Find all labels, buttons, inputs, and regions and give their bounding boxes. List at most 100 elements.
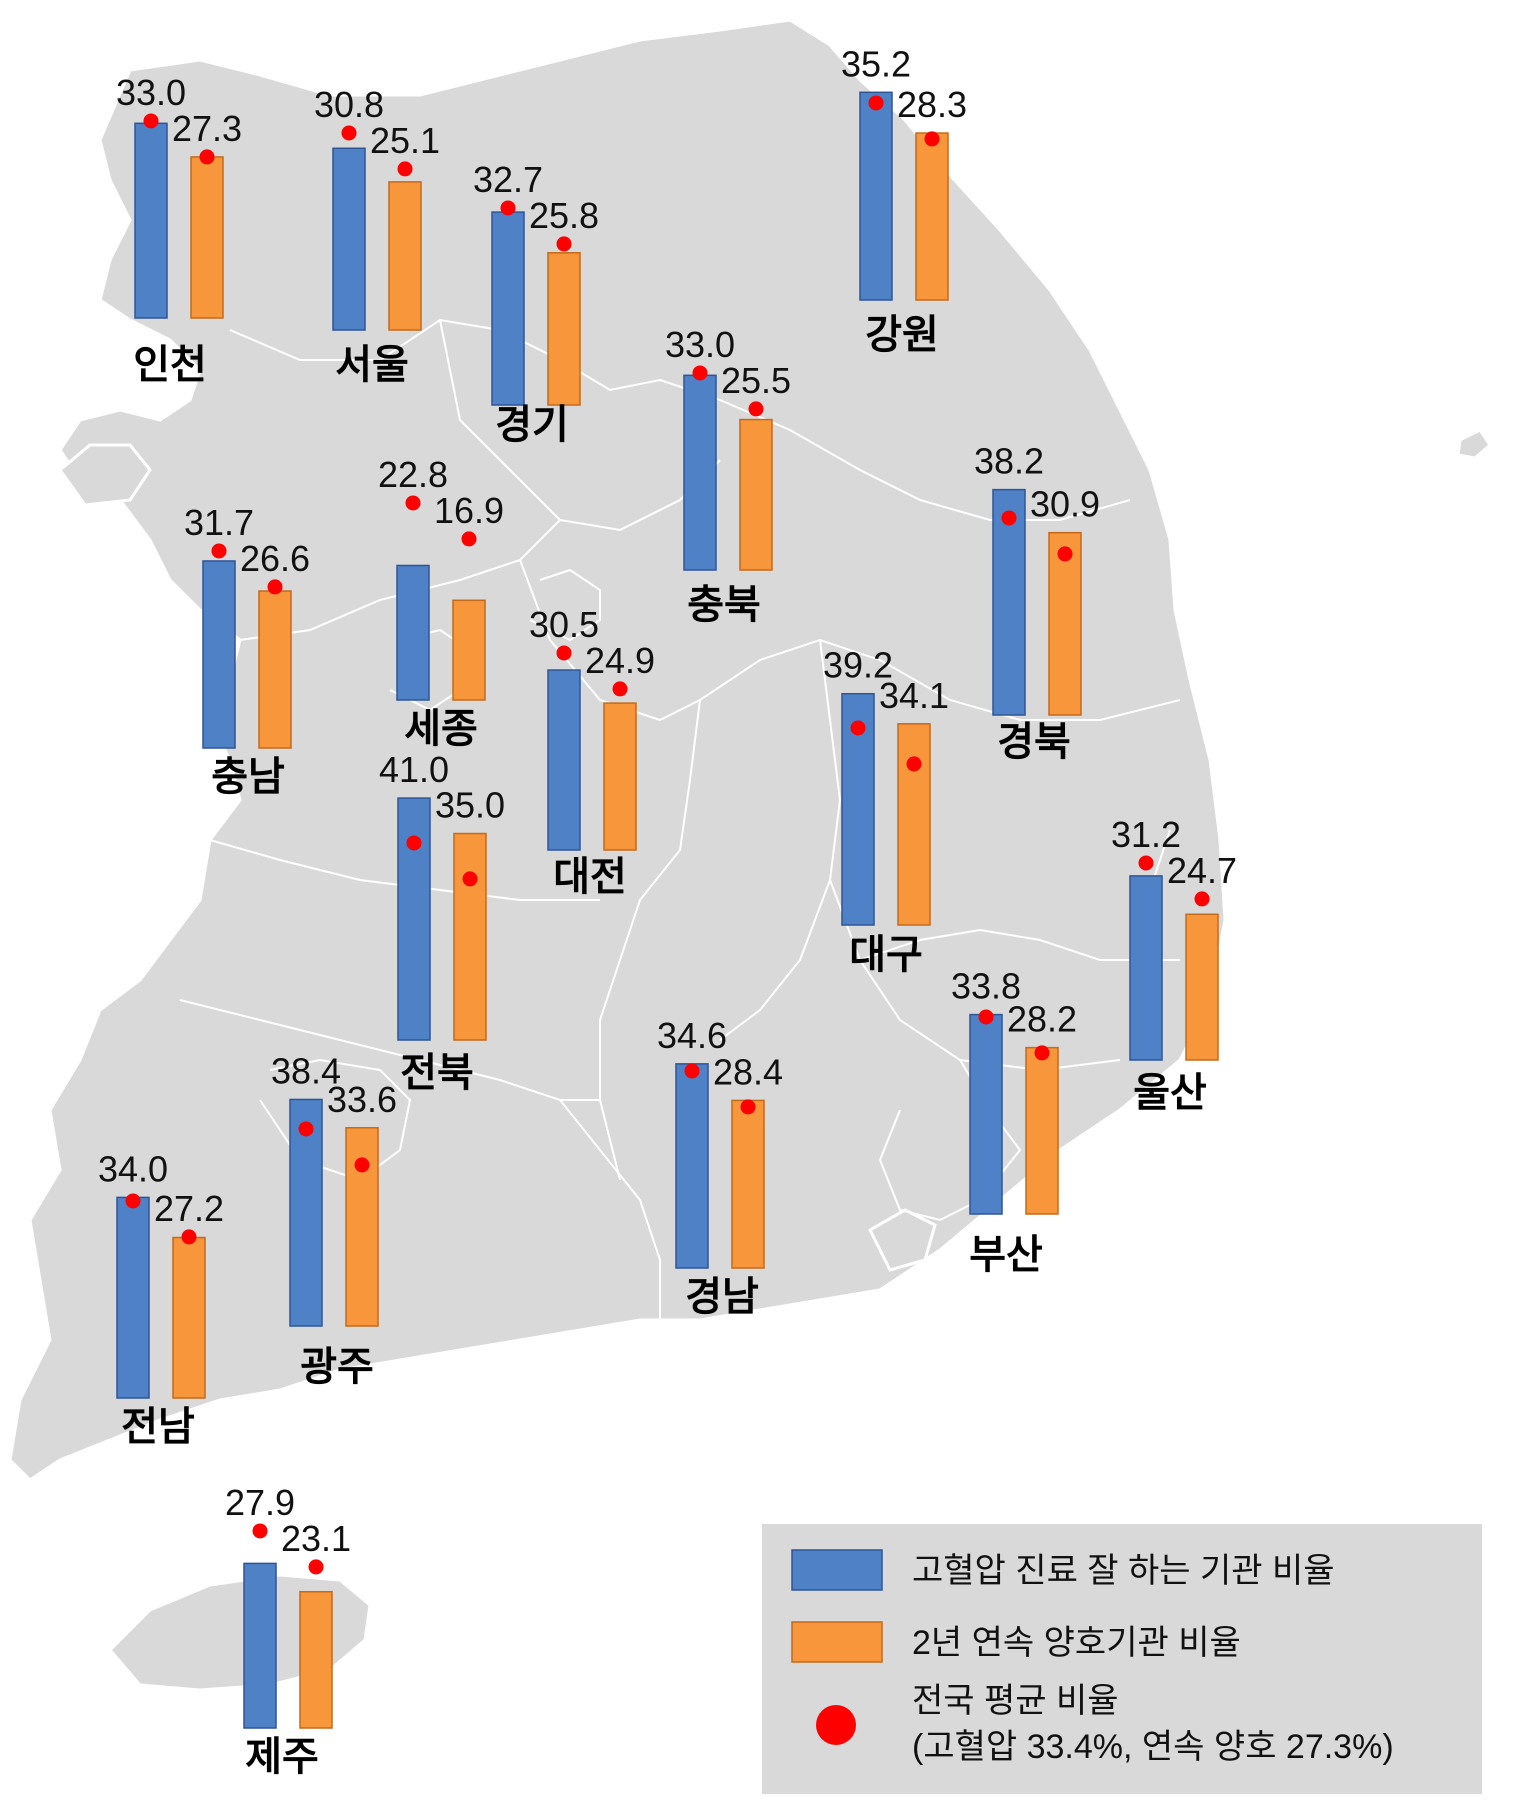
legend-label-orange: 2년 연속 양호기관 비율	[912, 1624, 1241, 1662]
avg-dot-orange	[1057, 546, 1073, 562]
bar-blue	[969, 1013, 1003, 1215]
bar-orange	[299, 1590, 333, 1729]
ulleung-island-shape	[1456, 428, 1492, 460]
region-name-label: 인천	[133, 343, 207, 387]
avg-dot-blue	[252, 1523, 268, 1539]
avg-dot-blue	[684, 1063, 700, 1079]
bar-orange	[190, 156, 224, 319]
bar-orange	[1185, 913, 1219, 1061]
avg-dot-blue	[978, 1009, 994, 1025]
bar-blue	[397, 797, 431, 1041]
avg-dot-blue	[1138, 855, 1154, 871]
region-group: 33.027.3 인천	[116, 72, 242, 387]
avg-dot-blue	[341, 125, 357, 141]
bar-blue	[992, 488, 1026, 716]
region-name-label: 서울	[335, 343, 409, 387]
value-label-orange: 33.6	[327, 1079, 397, 1120]
value-label-blue: 27.9	[225, 1482, 295, 1523]
region-name-label: 제주	[245, 1735, 319, 1779]
bar-orange	[739, 418, 773, 571]
value-label-orange: 25.5	[721, 360, 791, 401]
bar-orange	[731, 1099, 765, 1269]
region-group: 34.027.2 전남	[98, 1148, 224, 1449]
value-label-orange: 24.9	[585, 640, 655, 681]
avg-dot-blue	[692, 365, 708, 381]
bar-blue	[396, 564, 430, 701]
region-group: 33.025.5 충북	[665, 324, 791, 627]
bar-orange	[452, 599, 486, 701]
province-borders	[179, 318, 1181, 1320]
value-label-orange: 28.4	[713, 1051, 783, 1092]
avg-dot-blue	[298, 1121, 314, 1137]
region-group: 27.923.1 제주	[225, 1482, 351, 1779]
value-label-orange: 35.0	[435, 785, 505, 826]
avg-dot-orange	[308, 1559, 324, 1575]
legend-swatch-blue	[791, 1549, 883, 1591]
avg-dot-orange	[748, 401, 764, 417]
bar-blue	[859, 91, 893, 301]
value-label-orange: 27.3	[172, 108, 242, 149]
avg-dot-orange	[740, 1099, 756, 1115]
avg-dot-orange	[354, 1157, 370, 1173]
bar-orange	[1048, 531, 1082, 716]
bar-orange	[603, 702, 637, 851]
avg-dot-blue	[1001, 510, 1017, 526]
avg-dot-blue	[500, 200, 516, 216]
value-label-blue: 31.7	[184, 502, 254, 543]
region-name-label: 전북	[400, 1051, 474, 1095]
region-name-label: 울산	[1133, 1071, 1207, 1115]
avg-dot-orange	[267, 579, 283, 595]
value-label-orange: 25.8	[529, 195, 599, 236]
region-group: 31.726.6 충남	[184, 502, 310, 799]
bar-blue	[675, 1063, 709, 1269]
region-name-label: 대전	[553, 855, 627, 899]
value-label-blue: 30.8	[314, 84, 384, 125]
bar-blue	[491, 211, 525, 406]
avg-dot-orange	[906, 756, 922, 772]
region-group: 39.234.1 대구	[823, 645, 949, 977]
value-label-blue: 34.0	[98, 1148, 168, 1189]
value-label-orange: 28.2	[1007, 999, 1077, 1040]
value-label-blue: 22.8	[378, 454, 448, 495]
region-name-label: 경남	[685, 1275, 759, 1319]
legend-label-average-detail: (고혈압 33.4%, 연속 양호 27.3%)	[912, 1728, 1394, 1766]
value-label-orange: 34.1	[879, 675, 949, 716]
bar-orange	[915, 132, 949, 301]
region-name-label: 경북	[997, 720, 1071, 764]
bar-orange	[258, 590, 292, 749]
avg-dot-orange	[1034, 1045, 1050, 1061]
region-group: 31.224.7 울산	[1111, 814, 1237, 1115]
region-group: 30.825.1 서울	[314, 84, 440, 387]
region-group: 32.725.8 경기	[473, 159, 599, 447]
legend-dot-average	[816, 1705, 856, 1745]
value-label-orange: 28.3	[897, 84, 967, 125]
bar-blue	[243, 1562, 277, 1729]
region-group: 38.433.6 광주	[271, 1050, 397, 1389]
avg-dot-blue	[125, 1193, 141, 1209]
bar-blue	[202, 560, 236, 749]
avg-dot-orange	[181, 1229, 197, 1245]
map-backdrop	[8, 18, 1492, 1692]
value-label-orange: 24.7	[1167, 850, 1237, 891]
value-label-blue: 38.2	[974, 441, 1044, 482]
value-label-blue: 34.6	[657, 1015, 727, 1056]
bar-blue	[289, 1098, 323, 1327]
avg-dot-orange	[199, 149, 215, 165]
region-name-label: 전남	[121, 1405, 195, 1449]
legend-swatch-orange	[791, 1621, 883, 1663]
region-name-label: 강원	[865, 313, 939, 357]
value-label-orange: 26.6	[240, 538, 310, 579]
value-label-blue: 39.2	[823, 645, 893, 686]
avg-dot-blue	[211, 543, 227, 559]
geoje-island-shape	[868, 1208, 937, 1272]
ganghwa-island-shape	[57, 443, 152, 507]
bar-orange	[388, 181, 422, 331]
value-label-orange: 30.9	[1030, 484, 1100, 525]
region-name-label: 충북	[687, 583, 761, 627]
avg-dot-orange	[397, 161, 413, 177]
value-label-orange: 23.1	[281, 1518, 351, 1559]
avg-dot-orange	[924, 131, 940, 147]
avg-dot-orange	[461, 531, 477, 547]
